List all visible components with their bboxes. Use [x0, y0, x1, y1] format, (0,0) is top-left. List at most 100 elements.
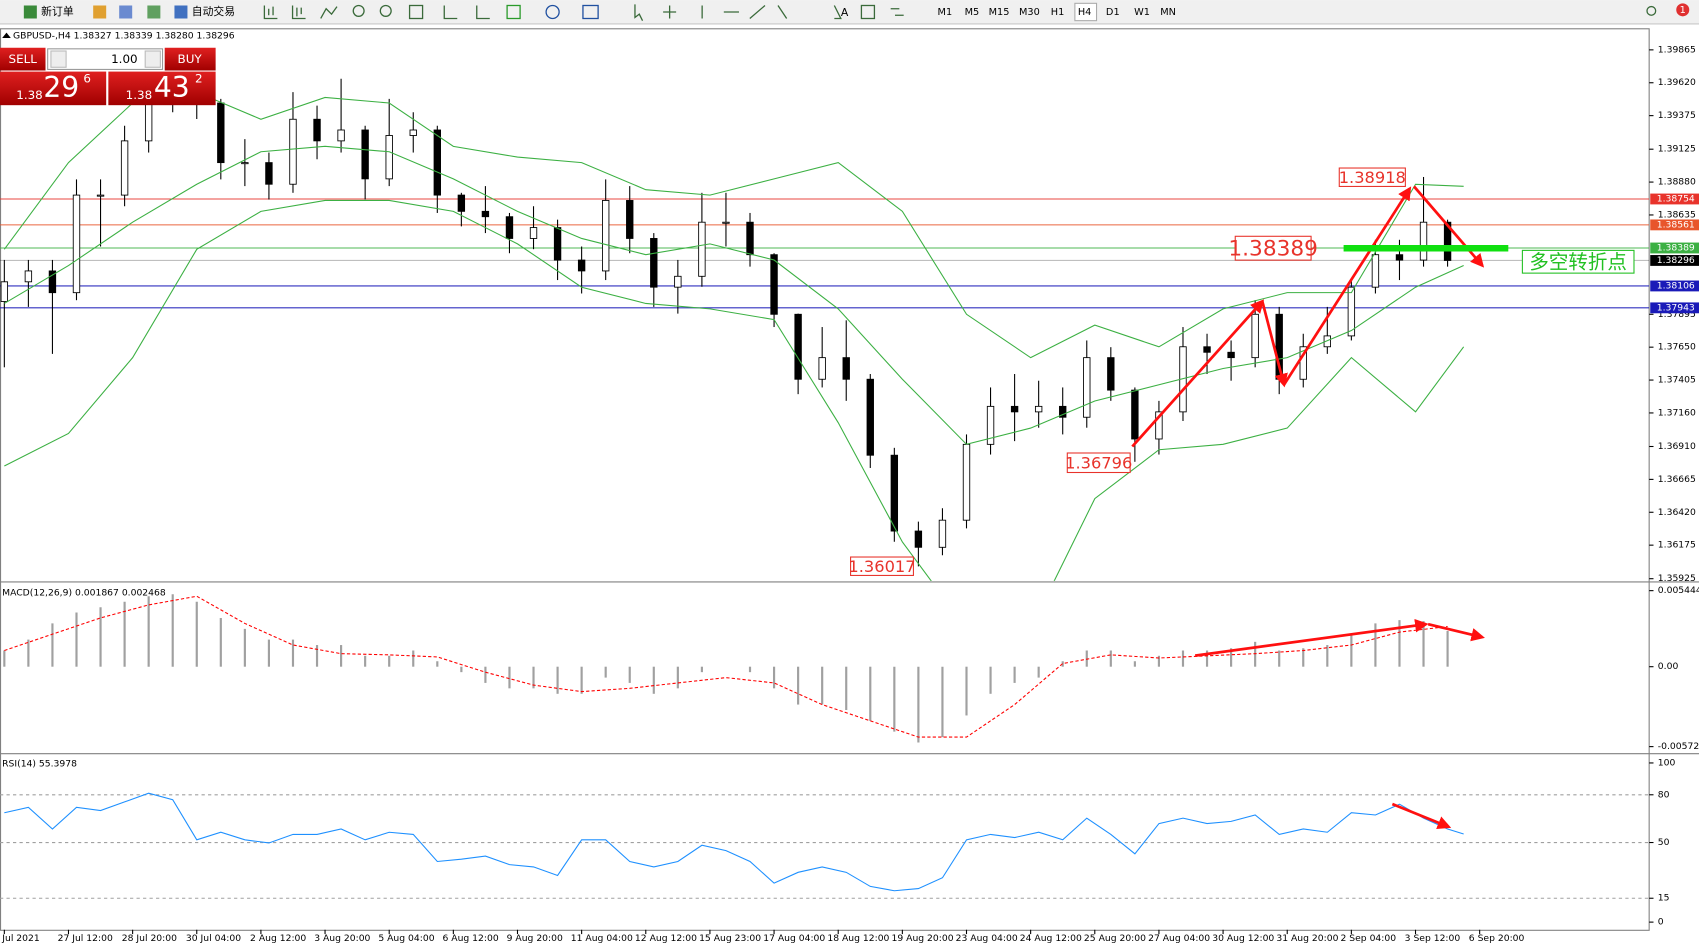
sell-price-prefix: 1.38: [16, 88, 43, 102]
annotation-box: [1234, 235, 1312, 261]
buy-price-box[interactable]: [108, 71, 216, 106]
y-tick-label: 80: [1658, 789, 1670, 800]
toolbar-icon[interactable]: [93, 5, 107, 19]
candle-body: [217, 102, 225, 164]
candle-body: [1034, 405, 1043, 413]
candle-body: [409, 129, 417, 136]
y-tick-label: 1.39865: [1658, 44, 1696, 55]
timeframe-button[interactable]: H4: [1078, 7, 1092, 18]
x-tick-label: 11 Aug 04:00: [571, 933, 633, 944]
x-tick-label: 31 Aug 20:00: [1276, 933, 1338, 944]
candle-body: [1227, 351, 1235, 359]
x-tick-label: 23 Aug 04:00: [956, 933, 1018, 944]
candle-body: [1083, 357, 1091, 418]
toolbar-icon[interactable]: [119, 5, 133, 19]
timeframe-button[interactable]: M15: [989, 7, 1010, 18]
candle-body: [96, 194, 105, 197]
y-tick-label: 1.37160: [1658, 407, 1696, 418]
candle-body: [842, 357, 850, 380]
candle-body: [1323, 335, 1331, 348]
toolbar: [0, 0, 1699, 24]
y-tick-label: 1.38635: [1658, 209, 1696, 220]
candle-body: [722, 221, 730, 224]
x-tick-label: 6 Jul 2021: [0, 933, 40, 944]
candle-body: [938, 519, 947, 548]
candle-body: [1371, 254, 1380, 288]
series-line: [4, 792, 1464, 892]
timeframe-button[interactable]: W1: [1134, 7, 1150, 18]
active-timeframe: [1074, 2, 1098, 22]
timeframe-button[interactable]: MN: [1160, 7, 1176, 18]
lot-down[interactable]: [50, 50, 67, 68]
x-tick-label: 24 Aug 12:00: [1020, 933, 1082, 944]
candle-body: [770, 254, 778, 315]
notification-badge[interactable]: [1676, 3, 1690, 17]
trend-arrows: [1131, 185, 1485, 830]
lot-value[interactable]: 1.00: [111, 52, 138, 66]
candle-body: [1419, 221, 1428, 261]
one-click-trading: SELL 1.00 BUY 1.38 29 6 1.38 43 2: [0, 47, 216, 106]
candle-body: [0, 281, 9, 302]
candle-body: [241, 162, 249, 165]
new-order-icon[interactable]: [23, 5, 37, 19]
candle-body: [1395, 254, 1404, 261]
annotation: 1.38918: [1339, 168, 1406, 187]
panel: [3, 594, 1449, 743]
x-tick-label: 15 Aug 23:00: [699, 933, 761, 944]
candle-body: [1107, 357, 1115, 391]
timeframe-button[interactable]: M1: [938, 7, 953, 18]
y-tick-label: 1.35925: [1658, 573, 1696, 584]
candle-body: [24, 270, 33, 283]
timeframe-button[interactable]: M5: [965, 7, 980, 18]
buy-price-pips: 43: [154, 71, 190, 104]
price-label: 1.38389: [1657, 242, 1695, 253]
panel: [0, 792, 1650, 899]
auto-trading-button[interactable]: 自动交易: [192, 4, 235, 18]
candle-body: [265, 162, 273, 185]
candle-body: [890, 454, 899, 532]
y-tick-label: 1.37895: [1658, 309, 1696, 320]
x-tick-label: 5 Aug 04:00: [378, 933, 434, 944]
sell-price-pips: 29: [43, 71, 79, 104]
x-tick-label: 9 Aug 20:00: [507, 933, 563, 944]
timeframe-button[interactable]: M30: [1019, 7, 1040, 18]
x-tick-label: 27 Jul 12:00: [58, 933, 113, 944]
x-tick-label: 30 Aug 12:00: [1212, 933, 1274, 944]
annotation: 1.38389: [1228, 236, 1318, 261]
price-label-box: [1650, 242, 1699, 254]
x-tick-label: 6 Sep 20:00: [1469, 933, 1525, 944]
sell-button[interactable]: [0, 47, 46, 71]
annotation-box: [1521, 249, 1635, 274]
lot-field[interactable]: [47, 48, 164, 70]
new-order-button[interactable]: 新订单: [41, 4, 74, 18]
x-tick-label: 12 Aug 12:00: [635, 933, 697, 944]
text-tool[interactable]: A: [841, 6, 849, 19]
candle-body: [1443, 221, 1452, 261]
x-tick-label: 6 Aug 12:00: [443, 933, 499, 944]
candle-body: [962, 443, 971, 521]
buy-button[interactable]: [164, 47, 216, 71]
timeframe-button[interactable]: H1: [1051, 7, 1065, 18]
candle-body: [626, 200, 634, 239]
x-tick-label: 3 Sep 12:00: [1405, 933, 1461, 944]
timeframe-button[interactable]: D1: [1106, 7, 1120, 18]
series-line: [3, 91, 1464, 359]
candle-body: [505, 216, 514, 239]
x-tick-label: 2 Sep 04:00: [1341, 933, 1397, 944]
x-tick-label: 30 Jul 04:00: [186, 933, 241, 944]
auto-trading-icon[interactable]: [174, 5, 188, 19]
lot-up[interactable]: [144, 50, 161, 68]
candle-body: [818, 357, 826, 380]
price-label: 1.38561: [1657, 219, 1695, 230]
toolbar-icon[interactable]: [147, 5, 161, 19]
chart-tools[interactable]: [263, 4, 1657, 21]
panel: [0, 72, 1650, 581]
series-line: [4, 595, 1448, 738]
sell-price-box[interactable]: [0, 71, 107, 106]
price-label-box: [1650, 219, 1699, 231]
price-label: 1.37943: [1657, 302, 1695, 313]
y-tick-label: 1.36910: [1658, 441, 1696, 452]
price-label-box: [1650, 193, 1699, 205]
candle-body: [120, 140, 129, 196]
